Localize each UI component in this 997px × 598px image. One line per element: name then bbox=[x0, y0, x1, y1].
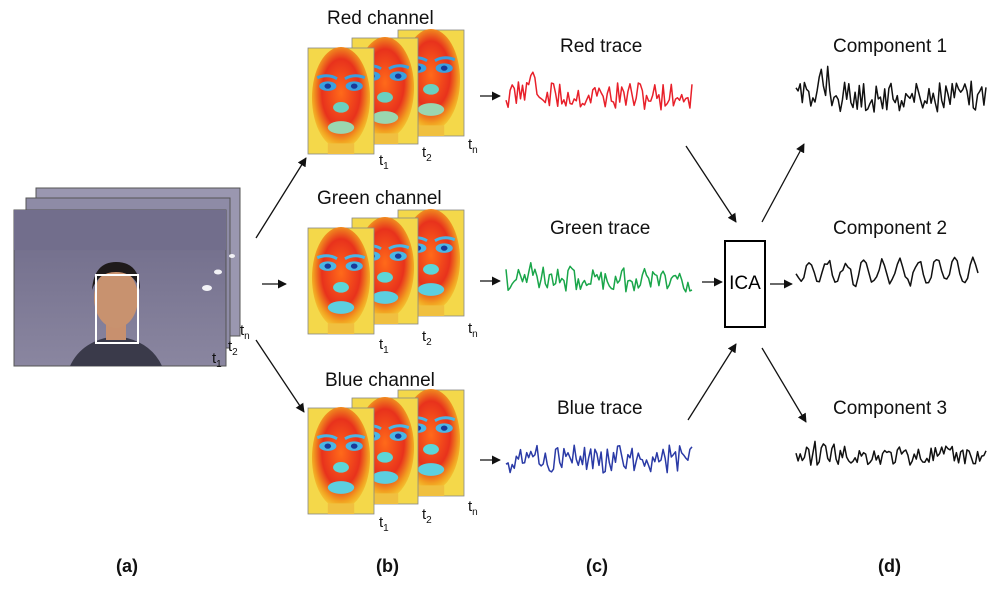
green-trace-label: Green trace bbox=[550, 218, 651, 239]
frame-label-red-t1: t1 bbox=[379, 152, 389, 172]
frame-label-red-t2: t2 bbox=[422, 144, 432, 164]
frame-label-a-t1: t1 bbox=[212, 350, 222, 370]
red-trace-line bbox=[505, 71, 693, 111]
green-channel-label: Green channel bbox=[317, 188, 442, 209]
component-2-line bbox=[795, 256, 979, 288]
ica-box: ICA bbox=[724, 240, 766, 328]
frame-label-green-t2: t2 bbox=[422, 328, 432, 348]
blue-channel-label: Blue channel bbox=[325, 370, 435, 391]
component-1-line bbox=[795, 65, 987, 113]
blue-trace-line bbox=[505, 444, 693, 474]
arrows bbox=[255, 91, 807, 465]
blue-channel-face-maps bbox=[307, 388, 465, 515]
red-channel-face-maps bbox=[307, 28, 465, 155]
arrow-ica-to-component-3 bbox=[761, 347, 807, 423]
frame-label-green-tn: tn bbox=[468, 320, 478, 340]
component-3-line bbox=[795, 440, 987, 466]
panel-a-label: (a) bbox=[116, 556, 138, 576]
frame-label-a-t2: t2 bbox=[228, 338, 238, 358]
arrow-ica-to-component-1 bbox=[761, 143, 805, 223]
arrow-to-red-channel bbox=[255, 157, 307, 239]
green-channel-face-maps bbox=[307, 208, 465, 335]
face-heatmap-frame bbox=[307, 46, 375, 155]
panel-d-label: (d) bbox=[878, 556, 901, 576]
video-frames bbox=[13, 187, 241, 367]
face-heatmap-frame bbox=[307, 406, 375, 515]
frame-label-blue-t2: t2 bbox=[422, 506, 432, 526]
component-2-label: Component 2 bbox=[833, 218, 948, 239]
signal-traces bbox=[505, 65, 987, 474]
panel-c-label: (c) bbox=[586, 556, 608, 576]
frame-label-green-t1: t1 bbox=[379, 336, 389, 356]
arrow-red-to-ica bbox=[685, 145, 737, 223]
ica-label: ICA bbox=[729, 273, 761, 294]
face-heatmap-frame bbox=[307, 226, 375, 335]
arrow-blue-to-ica bbox=[687, 343, 737, 421]
red-trace-label: Red trace bbox=[560, 36, 643, 57]
panel-b-label: (b) bbox=[376, 556, 399, 576]
frame-label-red-tn: tn bbox=[468, 136, 478, 156]
component-1-label: Component 1 bbox=[833, 36, 948, 57]
frame-label-blue-t1: t1 bbox=[379, 514, 389, 534]
green-trace-line bbox=[505, 261, 693, 293]
frame-label-blue-tn: tn bbox=[468, 498, 478, 518]
component-3-label: Component 3 bbox=[833, 398, 948, 419]
frame-label-a-tn: tn bbox=[240, 322, 250, 342]
arrow-to-blue-channel bbox=[255, 339, 305, 413]
blue-trace-label: Blue trace bbox=[557, 398, 643, 419]
red-channel-label: Red channel bbox=[327, 8, 434, 29]
